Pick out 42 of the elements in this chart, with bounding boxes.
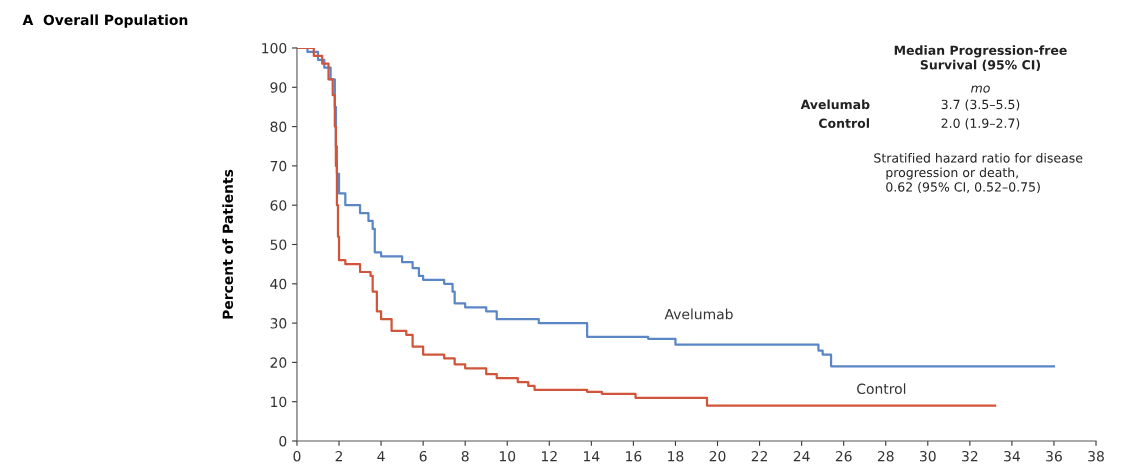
y-tick-label: 0 [279, 435, 287, 447]
x-tick-label: 2 [335, 450, 343, 462]
x-tick-label: 28 [877, 450, 894, 462]
y-tick-label: 70 [270, 160, 287, 172]
y-tick-label: 80 [270, 121, 287, 133]
text: A Overall Population [22, 14, 188, 28]
y-tick-label: 100 [262, 42, 287, 54]
x-tick-label: 18 [668, 450, 684, 462]
x-tick-label: 36 [1046, 450, 1062, 462]
x-tick-label: 32 [962, 450, 978, 462]
x-tick-label: 30 [920, 450, 936, 462]
x-tick-label: 34 [1004, 450, 1020, 462]
annotation: Median Progression-free Survival (95% CI) [894, 45, 1067, 72]
x-tick-label: 26 [835, 450, 852, 462]
x-tick-label: 12 [541, 450, 557, 462]
x-tick-label: 6 [419, 450, 427, 462]
y-tick-label: 40 [270, 278, 287, 290]
annotation: Avelumab [800, 99, 870, 110]
series-label: Control [857, 383, 906, 395]
y-axis-title: Percent of Patients [222, 169, 234, 319]
y-tick-label: 30 [270, 318, 287, 329]
y-tick-label: 20 [270, 357, 287, 368]
annotation: Stratified hazard ratio for disease progression or death, 0.62 (95% CI, 0.52–0.75) [874, 153, 1083, 194]
series-label: Avelumab [664, 308, 733, 320]
y-tick-label: 90 [270, 82, 287, 93]
x-tick-label: 22 [751, 450, 768, 462]
annotation: Control [819, 118, 869, 128]
y-tick-label: 50 [270, 239, 287, 250]
annotation: 3.7 (3.5–5.5) [941, 99, 1020, 111]
x-tick-label: 38 [1088, 450, 1104, 462]
x-tick-label: 14 [584, 451, 600, 462]
x-tick-label: 8 [461, 450, 469, 462]
x-tick-label: 0 [293, 450, 301, 462]
x-tick-label: 24 [793, 450, 810, 462]
x-tick-label: 4 [377, 451, 385, 462]
x-tick-label: 10 [499, 450, 516, 462]
annotation: mo [971, 85, 990, 93]
y-tick-label: 10 [271, 396, 287, 408]
x-tick-label: 16 [626, 450, 642, 462]
x-tick-label: 20 [709, 450, 726, 462]
annotation: 2.0 (1.9–2.7) [941, 118, 1020, 130]
y-tick-label: 60 [270, 200, 287, 211]
